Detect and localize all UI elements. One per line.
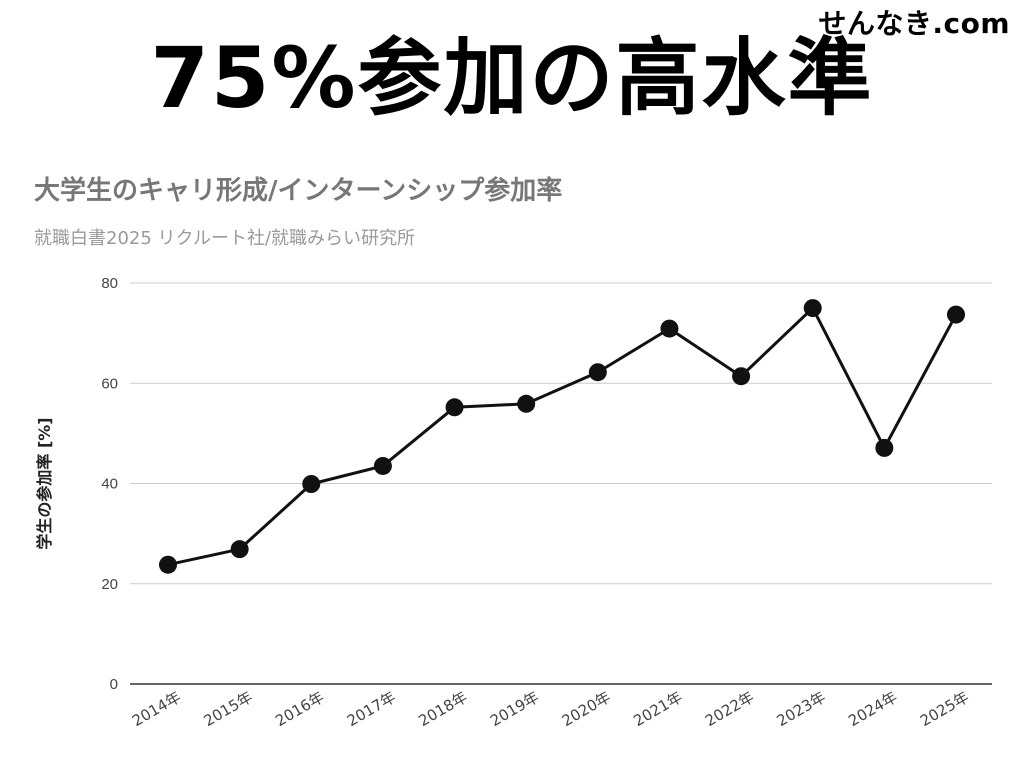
chart-subtitle: 就職白書2025 リクルート社/就職みらい研究所: [34, 228, 416, 249]
data-point: [875, 438, 894, 457]
data-point: [159, 555, 177, 574]
y-tick-label: 0: [110, 676, 118, 693]
data-point: [732, 367, 751, 386]
data-point: [230, 540, 249, 559]
x-tick-label: 2022年: [702, 688, 757, 730]
chart-title: 大学生のキャリ形成/インターンシップ参加率: [34, 176, 563, 206]
data-point: [947, 305, 965, 324]
x-tick-label: 2025年: [917, 688, 972, 730]
x-tick-label: 2023年: [774, 688, 829, 730]
data-point: [445, 398, 464, 417]
y-tick-label: 40: [101, 476, 118, 493]
y-tick-label: 20: [101, 576, 118, 593]
x-tick-label: 2018年: [415, 688, 470, 730]
x-tick-label: 2014年: [129, 688, 184, 730]
data-point: [803, 299, 822, 318]
x-tick-label: 2017年: [344, 688, 399, 730]
y-tick-label: 80: [101, 275, 118, 292]
x-tick-label: 2019年: [487, 688, 542, 730]
x-tick-label: 2015年: [201, 688, 256, 730]
page-headline: 75%参加の高水準: [150, 29, 874, 127]
x-axis-ticks: 2014年 2015年 2016年 2017年 2018年 2019年 2020年 2021年…: [129, 688, 972, 730]
data-point: [588, 363, 607, 382]
x-tick-label: 2020年: [559, 688, 614, 730]
data-point: [660, 319, 679, 338]
series-group: [159, 299, 965, 574]
series-line: [167, 306, 958, 567]
y-axis-ticks: 0 20 40 60 80: [101, 275, 118, 693]
data-point: [517, 394, 536, 413]
gridlines: [130, 282, 992, 685]
x-tick-label: 2021年: [630, 688, 685, 730]
y-tick-label: 60: [101, 375, 118, 392]
y-axis-label: 学生の参加率 [%]: [35, 417, 54, 549]
data-point: [373, 456, 392, 475]
x-tick-label: 2016年: [272, 688, 327, 730]
x-tick-label: 2024年: [845, 688, 900, 730]
site-brand: せんなき.com: [818, 7, 1010, 40]
data-point: [302, 475, 321, 494]
